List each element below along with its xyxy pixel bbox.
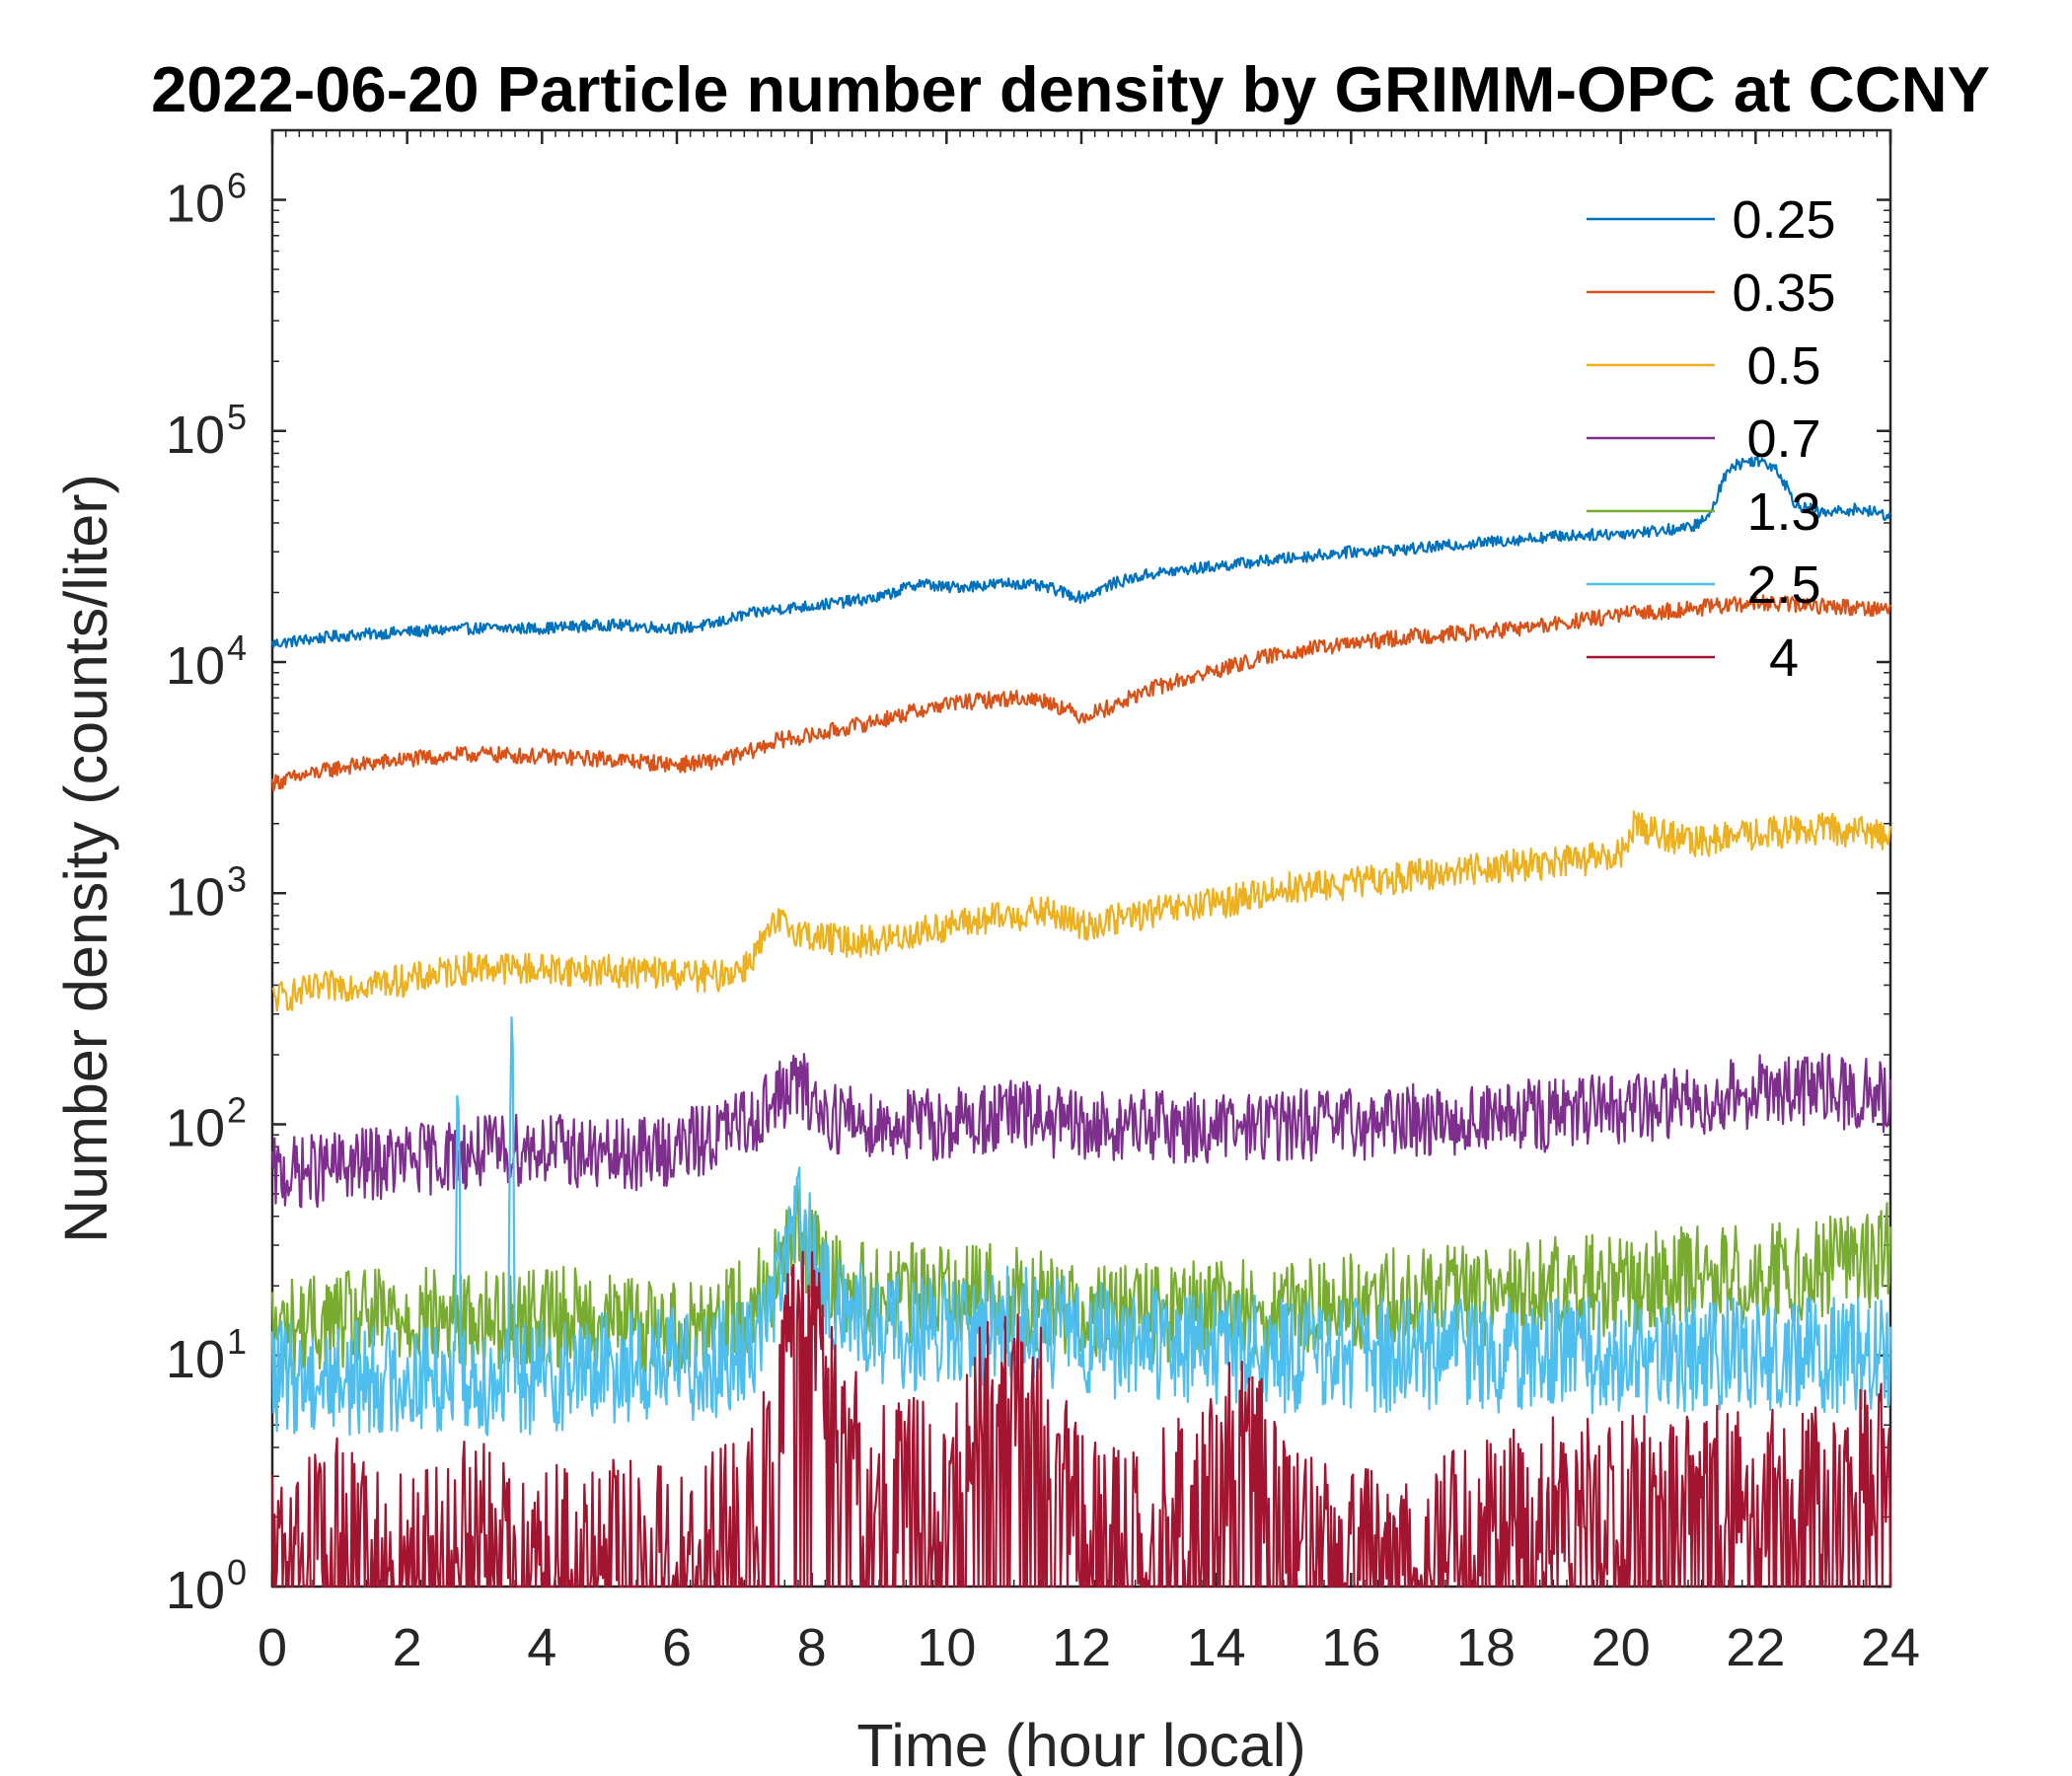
- legend-label: 0.5: [1746, 336, 1820, 396]
- x-tick-label: 18: [1456, 1618, 1516, 1677]
- x-tick-label: 10: [917, 1618, 976, 1677]
- y-tick-label: 10: [166, 636, 225, 696]
- y-tick-exponent: 4: [227, 628, 247, 668]
- x-tick-label: 16: [1321, 1618, 1380, 1677]
- y-tick-label: 10: [166, 867, 225, 926]
- x-tick-label: 14: [1187, 1618, 1246, 1677]
- y-tick-exponent: 1: [227, 1321, 247, 1362]
- y-tick-exponent: 0: [227, 1552, 247, 1592]
- series-line-0.25: [270, 456, 1891, 648]
- x-axis-label: Time (hour local): [856, 1712, 1305, 1776]
- legend: 0.25 0.35 0.5 0.7 1.3 2.5 4: [1587, 190, 1836, 688]
- y-tick-exponent: 3: [227, 858, 247, 899]
- y-tick-exponent: 2: [227, 1090, 247, 1131]
- y-tick-label: 10: [166, 1561, 225, 1620]
- x-tick-labels: 0 2 4 6 8 10 12 14 16 18 20 22 24: [258, 1618, 1920, 1677]
- series-line-0.7: [270, 1052, 1892, 1209]
- series-layer: [270, 456, 1892, 1589]
- y-tick-label: 10: [166, 1099, 225, 1158]
- series-line-2.5: [270, 1016, 1892, 1437]
- x-tick-label: 8: [797, 1618, 827, 1677]
- x-tick-label: 12: [1052, 1618, 1111, 1677]
- y-tick-exponent: 6: [227, 166, 247, 206]
- x-tick-label: 4: [527, 1618, 556, 1677]
- y-tick-label: 10: [166, 406, 225, 465]
- y-tick-label: 10: [166, 1330, 225, 1389]
- series-line-0.35: [270, 594, 1892, 792]
- y-axis-label: Number density (counts/liter): [52, 474, 119, 1243]
- x-tick-label: 22: [1726, 1618, 1785, 1677]
- legend-label: 0.7: [1746, 409, 1820, 469]
- chart-title: 2022-06-20 Particle number density by GR…: [151, 53, 1990, 125]
- x-tick-label: 20: [1591, 1618, 1651, 1677]
- legend-label: 0.25: [1732, 190, 1835, 250]
- y-tick-exponent: 5: [227, 397, 247, 437]
- series-line-0.5: [271, 810, 1892, 1012]
- x-tick-label: 0: [258, 1618, 287, 1677]
- legend-label: 4: [1769, 629, 1799, 688]
- legend-label: 2.5: [1746, 555, 1820, 615]
- axis-ticks: [270, 129, 1892, 1589]
- x-tick-label: 2: [393, 1618, 422, 1677]
- x-tick-label: 24: [1861, 1618, 1920, 1677]
- legend-label: 1.3: [1746, 482, 1820, 542]
- legend-label: 0.35: [1732, 263, 1835, 323]
- series-line-4: [270, 1250, 1892, 1589]
- x-tick-label: 6: [662, 1618, 692, 1677]
- y-tick-label: 10: [166, 175, 225, 234]
